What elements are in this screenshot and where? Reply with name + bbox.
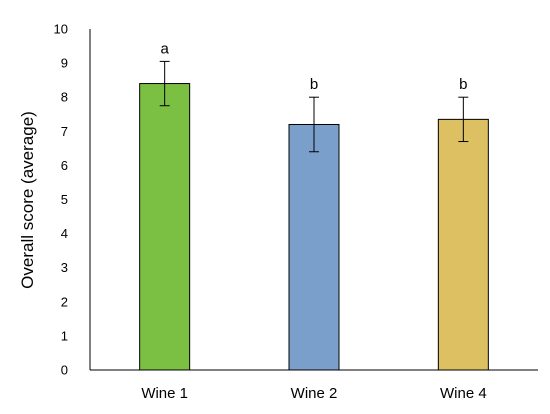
x-tick-label: Wine 1	[141, 385, 188, 402]
error-bar	[309, 96, 319, 153]
significance-label: a	[160, 40, 169, 57]
error-bar	[159, 60, 170, 107]
y-tick-label: 7	[61, 124, 68, 139]
y-tick-label: 2	[61, 294, 68, 309]
y-axis-label: Overall score (average)	[18, 111, 37, 289]
y-tick-labels: 0 1 2 3 4 5 6 7 8 9 10	[54, 22, 68, 378]
significance-label: b	[459, 76, 467, 93]
y-tick-label: 9	[61, 56, 68, 71]
y-tick-label: 5	[61, 192, 68, 207]
bar	[288, 123, 340, 371]
y-tick-label: 0	[61, 363, 68, 378]
x-tick-label: Wine 4	[440, 385, 487, 402]
y-tick-label: 3	[61, 260, 68, 275]
x-tick-label: Wine 2	[291, 385, 338, 402]
bar	[139, 83, 191, 371]
y-tick-label: 6	[61, 158, 68, 173]
bar	[437, 118, 489, 371]
significance-label: b	[310, 76, 318, 93]
y-tick-label: 8	[61, 90, 68, 105]
annotation-labels: a Wine 1 b Wine 2 b Wine 4	[141, 40, 486, 402]
y-tick-label: 4	[61, 226, 68, 241]
y-tick-label: 10	[54, 22, 68, 37]
y-tick-label: 1	[61, 328, 68, 343]
error-bars	[159, 60, 469, 153]
error-bar	[458, 96, 469, 143]
